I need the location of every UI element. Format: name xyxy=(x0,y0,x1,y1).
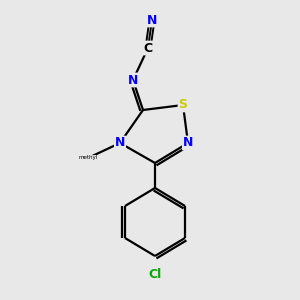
Text: N: N xyxy=(115,136,125,149)
Text: Cl: Cl xyxy=(148,268,162,281)
Text: C: C xyxy=(143,41,153,55)
Text: N: N xyxy=(128,74,138,86)
Text: methyl: methyl xyxy=(78,155,98,160)
Text: N: N xyxy=(183,136,193,149)
Text: S: S xyxy=(178,98,188,112)
Text: N: N xyxy=(147,14,157,26)
